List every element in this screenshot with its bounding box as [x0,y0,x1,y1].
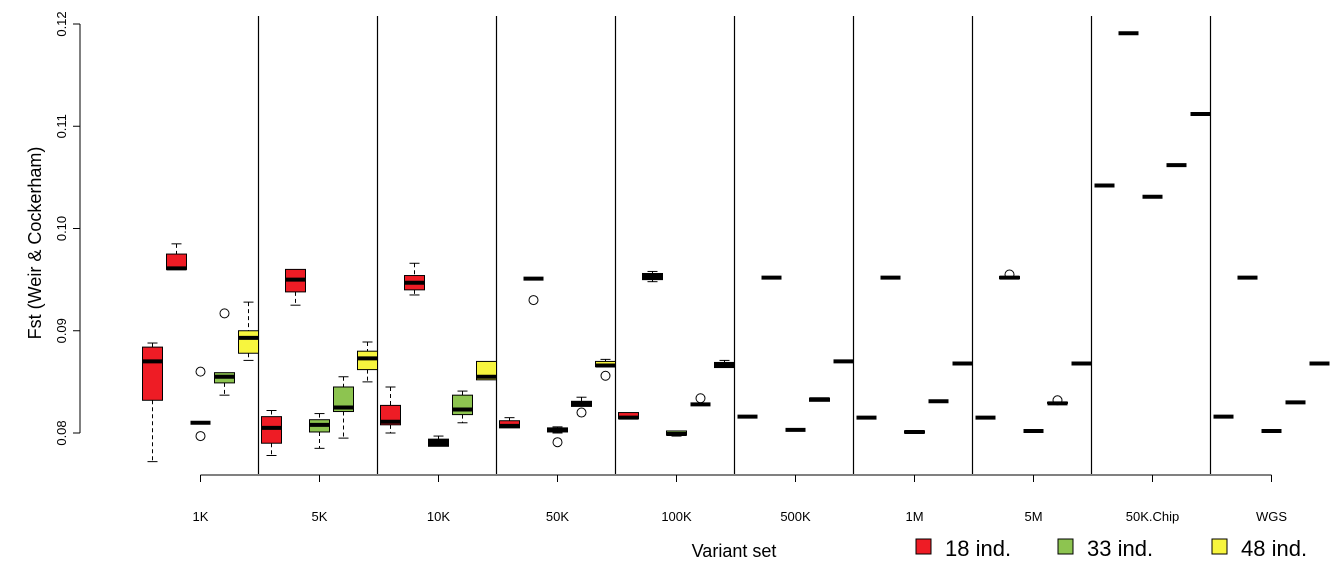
box-red [142,342,163,463]
iqr-box [357,350,378,371]
panel-1K [142,243,259,463]
box-green [666,430,687,437]
box-black [714,359,735,369]
box-black [571,396,592,418]
x-tick-label: 50K [546,509,569,524]
legend-entry: 18 ind. [915,536,1011,561]
boxplot-marks [142,31,1330,463]
box-black [809,397,830,402]
legend: 18 ind. 33 ind. 48 ind. [915,536,1307,561]
panel-500K [737,275,854,432]
outlier-point [695,393,706,404]
legend-label: 48 ind. [1241,536,1307,561]
box-black [1047,395,1068,406]
legend-entry: 48 ind. [1211,536,1307,561]
outlier-point [195,366,206,377]
box-red [380,386,401,434]
legend-swatch [915,538,932,555]
iqr-box [452,394,473,416]
outlier-point [195,431,206,442]
box-red [499,417,520,429]
box-red [404,262,425,296]
box-red [166,243,187,271]
panel-50K.Chip [1094,31,1211,199]
box-green [214,308,235,396]
outlier-point [528,295,539,306]
box-yellow [476,360,497,381]
x-tick-label: 50K.Chip [1126,509,1179,524]
iqr-box [238,330,259,354]
box-green [547,426,568,448]
box-yellow [595,358,616,381]
iqr-box [333,386,354,413]
y-tick-label: 0.09 [54,318,69,343]
panel-WGS [1213,275,1330,433]
outlier-point [1004,269,1015,280]
x-tick-label: 1K [193,509,209,524]
y-tick-label: 0.11 [54,114,69,138]
panel-10K [380,262,497,447]
legend-swatch [1057,538,1074,555]
legend-entry: 33 ind. [1057,536,1153,561]
box-red [618,412,639,420]
iqr-box [142,346,163,401]
y-axis: 0.08 0.09 0.10 0.11 0.12 [54,11,81,446]
x-tick-label: 500K [780,509,811,524]
x-tick-label: 5K [312,509,328,524]
box-black [999,269,1020,280]
box-black [904,429,925,434]
x-axis: 1K 5K 10K 50K 100K 500K 1M 5M 50K.Chip WGS [193,474,1287,524]
panel-1M [856,275,973,434]
box-red [261,410,282,456]
outlier-point [219,308,230,319]
outlier-point [552,437,563,448]
panel-5K [261,268,378,456]
panel-50K [499,276,616,448]
outlier-point [600,370,611,381]
panel-100K [618,270,735,437]
y-tick-label: 0.12 [54,11,69,36]
box-black [523,276,544,306]
box-yellow [238,301,259,361]
box-black [428,435,449,447]
x-tick-label: 10K [427,509,450,524]
x-tick-label: 1M [905,509,923,524]
x-tick-label: WGS [1256,509,1287,524]
x-axis-title: Variant set [692,541,777,561]
legend-label: 33 ind. [1087,536,1153,561]
x-tick-label: 5M [1024,509,1042,524]
x-tick-label: 100K [661,509,692,524]
box-black [690,393,711,407]
y-axis-title: Fst (Weir & Cockerham) [25,147,45,340]
box-black [642,270,663,283]
box-yellow [357,341,378,383]
y-tick-label: 0.10 [54,216,69,241]
box-red [285,268,306,306]
panel-separators [257,16,1212,474]
legend-swatch [1211,538,1228,555]
box-green [309,413,330,449]
legend-label: 18 ind. [945,536,1011,561]
y-tick-label: 0.08 [54,420,69,445]
box-black [190,366,211,442]
iqr-box [261,416,282,444]
outlier-point [1052,395,1063,406]
box-green [333,376,354,439]
outlier-point [576,407,587,418]
panel-5M [975,269,1092,433]
box-green [452,390,473,424]
